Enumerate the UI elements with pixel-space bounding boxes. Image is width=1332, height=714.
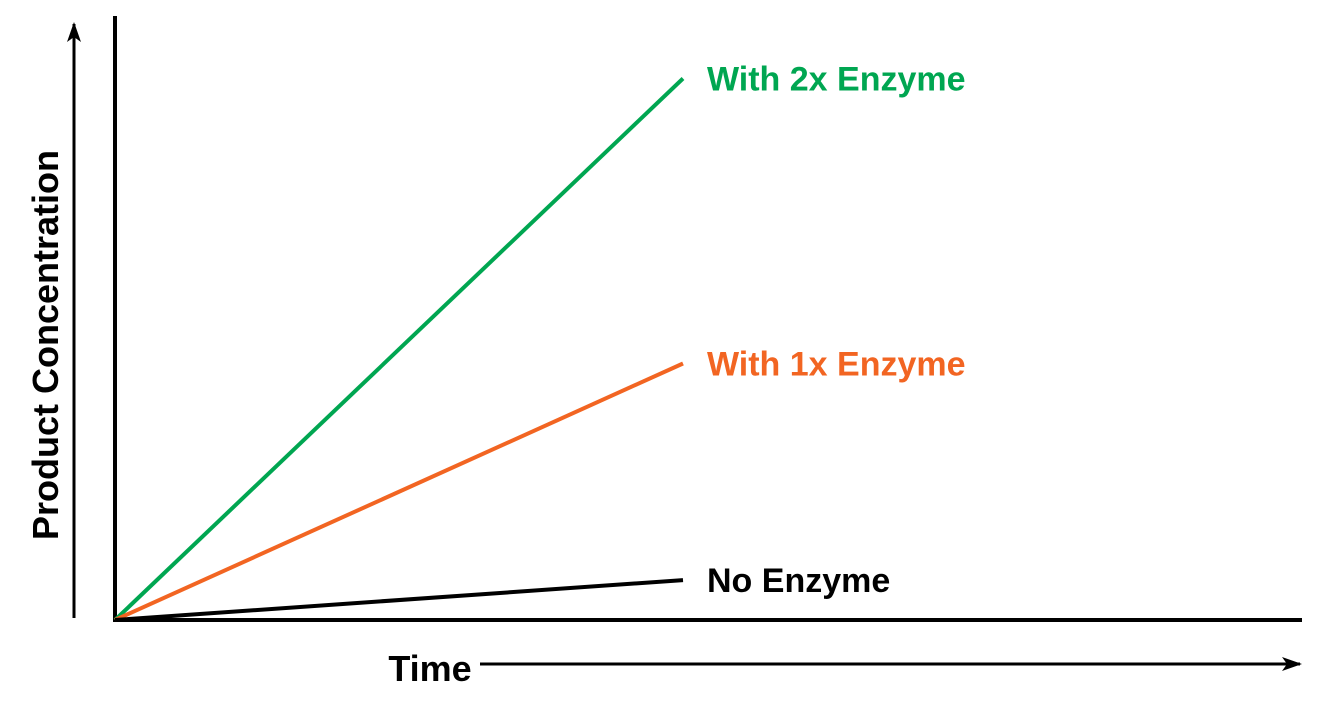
series-label-with-1x-enzyme: With 1x Enzyme xyxy=(707,346,966,384)
x-axis-label: Time xyxy=(388,648,471,689)
series-label-with-2x-enzyme: With 2x Enzyme xyxy=(707,61,966,99)
series-label-no-enzyme: No Enzyme xyxy=(707,562,890,600)
series-line-with-1x-enzyme xyxy=(114,361,684,622)
series-line-with-2x-enzyme xyxy=(113,77,685,622)
series-line-no-enzyme xyxy=(114,578,684,622)
y-axis-label: Product Concentration xyxy=(25,150,66,540)
series-group: With 2x Enzyme With 1x Enzyme No Enzyme xyxy=(113,61,966,622)
